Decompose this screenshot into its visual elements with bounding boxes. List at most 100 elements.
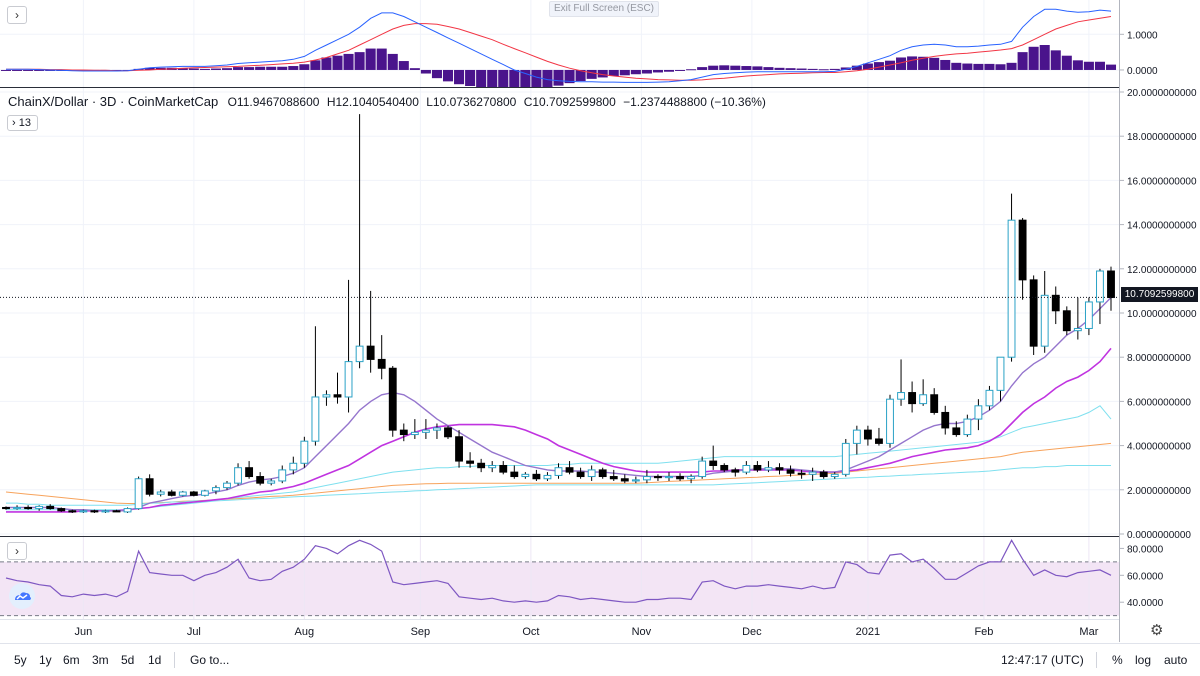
macd-histogram-bar <box>354 52 365 70</box>
macd-histogram-bar <box>663 69 675 72</box>
macd-histogram-bar <box>675 69 686 71</box>
candle-down <box>477 462 486 469</box>
macd-collapse-button[interactable]: › <box>7 6 27 24</box>
candle-up <box>156 491 165 495</box>
macd-histogram-bar <box>763 67 774 70</box>
macd-histogram-bar <box>619 69 630 76</box>
macd-pane[interactable] <box>0 0 1120 88</box>
macd-histogram-bar <box>564 69 575 84</box>
macd-histogram-bar <box>34 69 45 71</box>
price-pane[interactable] <box>0 88 1120 536</box>
log-scale-toggle[interactable]: log <box>1135 653 1152 667</box>
macd-histogram-bar <box>1105 64 1117 70</box>
macd-histogram-bar <box>940 59 951 70</box>
cloud-icon <box>15 592 31 600</box>
candle-down <box>819 471 828 478</box>
candle-up <box>1096 270 1104 303</box>
rsi-band <box>0 561 1120 616</box>
time-axis-label: Oct <box>522 626 539 638</box>
rsi-pane[interactable] <box>0 537 1120 619</box>
range-3m-button[interactable]: 3m <box>92 653 109 667</box>
candle-down <box>112 510 121 513</box>
rsi-collapse-button[interactable]: › <box>7 542 27 560</box>
time-axis-label: Feb <box>974 626 993 638</box>
range-1d-button[interactable]: 1d <box>148 653 162 667</box>
macd-histogram-bar <box>873 62 884 70</box>
candle-down <box>377 358 386 369</box>
time-axis[interactable]: Jun Jul Aug Sep Oct Nov Dec 2021 Feb Mar <box>0 620 1120 642</box>
candle-up <box>433 427 441 431</box>
rsi-axis-label: 40.0000 <box>1127 598 1164 609</box>
candle-up <box>234 467 242 484</box>
macd-histogram-bar <box>431 69 442 79</box>
candle-down <box>444 427 452 438</box>
candle-down <box>720 464 729 471</box>
macd-histogram-bar <box>221 68 233 70</box>
macd-histogram-bar <box>851 65 862 70</box>
range-5d-button[interactable]: 5d <box>121 653 135 667</box>
chevron-right-icon: › <box>15 544 19 558</box>
macd-histogram-bar <box>144 67 155 70</box>
percent-scale-toggle[interactable]: % <box>1112 653 1123 667</box>
candle-up <box>200 490 209 496</box>
candle-down <box>930 394 939 413</box>
candle-up <box>289 462 298 471</box>
candle-down <box>598 469 607 478</box>
goto-button[interactable]: Go to... <box>190 653 230 667</box>
pane-divider[interactable] <box>0 87 1120 88</box>
clock-time[interactable]: 12:47:17 (UTC) <box>1001 653 1084 667</box>
macd-histogram-bar <box>1006 62 1017 70</box>
legend-change: −1.2374488800 (−10.36%) <box>623 95 766 109</box>
macd-histogram-bar <box>409 68 420 70</box>
candle-down <box>399 429 408 436</box>
candle-down <box>245 467 254 478</box>
candle-up <box>178 491 187 496</box>
pane-divider[interactable] <box>0 536 1120 537</box>
auto-scale-toggle[interactable]: auto <box>1164 653 1188 667</box>
price-axis[interactable]: 0.0000 1.0000 0.0000000000 2.0000000000 4.00… <box>1120 0 1200 620</box>
candle-up <box>300 440 309 464</box>
macd-histogram-bar <box>277 66 288 70</box>
range-1y-button[interactable]: 1y <box>39 653 52 667</box>
macd-histogram-bar <box>454 69 465 85</box>
macd-histogram-bar <box>1094 61 1105 70</box>
macd-histogram-bar <box>321 57 332 70</box>
candle-down <box>620 478 629 482</box>
macd-histogram-bar <box>796 68 807 70</box>
macd-histogram-bar <box>597 69 608 78</box>
tradingview-logo-icon[interactable] <box>9 583 35 609</box>
candle-up <box>101 510 110 513</box>
indicators-toggle[interactable]: › 13 <box>7 115 38 131</box>
macd-histogram-bar <box>1083 61 1094 70</box>
last-price-label: 10.7092599800 <box>1121 287 1198 302</box>
macd-histogram-bar <box>520 69 531 88</box>
exit-fullscreen-button[interactable]: Exit Full Screen (ESC) <box>549 1 659 17</box>
sma-mid-line <box>6 347 1112 513</box>
price-axis-border <box>1119 0 1120 642</box>
candle-up <box>996 356 1005 391</box>
macd-histogram-bar <box>376 48 387 70</box>
toolbar-divider <box>1096 652 1097 668</box>
symbol-title[interactable]: ChainX/Dollar · 3D · CoinMarketCap <box>8 94 219 109</box>
candle-up <box>212 487 220 492</box>
candle-down <box>786 469 795 474</box>
macd-histogram-bar <box>973 63 984 70</box>
macd-histogram-bar <box>697 67 708 70</box>
candle-down <box>609 476 618 480</box>
toolbar-divider <box>174 652 175 668</box>
candle-up <box>344 361 353 398</box>
candle-up <box>13 506 21 510</box>
macd-histogram-bar <box>210 68 221 70</box>
macd-histogram-bar <box>255 66 266 70</box>
range-5y-button[interactable]: 5y <box>14 653 27 667</box>
macd-histogram-bar <box>310 60 321 70</box>
range-6m-button[interactable]: 6m <box>63 653 80 667</box>
gear-icon[interactable]: ⚙ <box>1150 622 1164 639</box>
candle-up <box>963 418 972 436</box>
time-axis-label: Aug <box>295 626 315 638</box>
candle-up <box>123 508 132 513</box>
macd-line <box>6 8 1112 83</box>
candle-up <box>543 474 552 480</box>
macd-histogram-bar <box>896 57 907 70</box>
candle-down <box>676 476 684 480</box>
